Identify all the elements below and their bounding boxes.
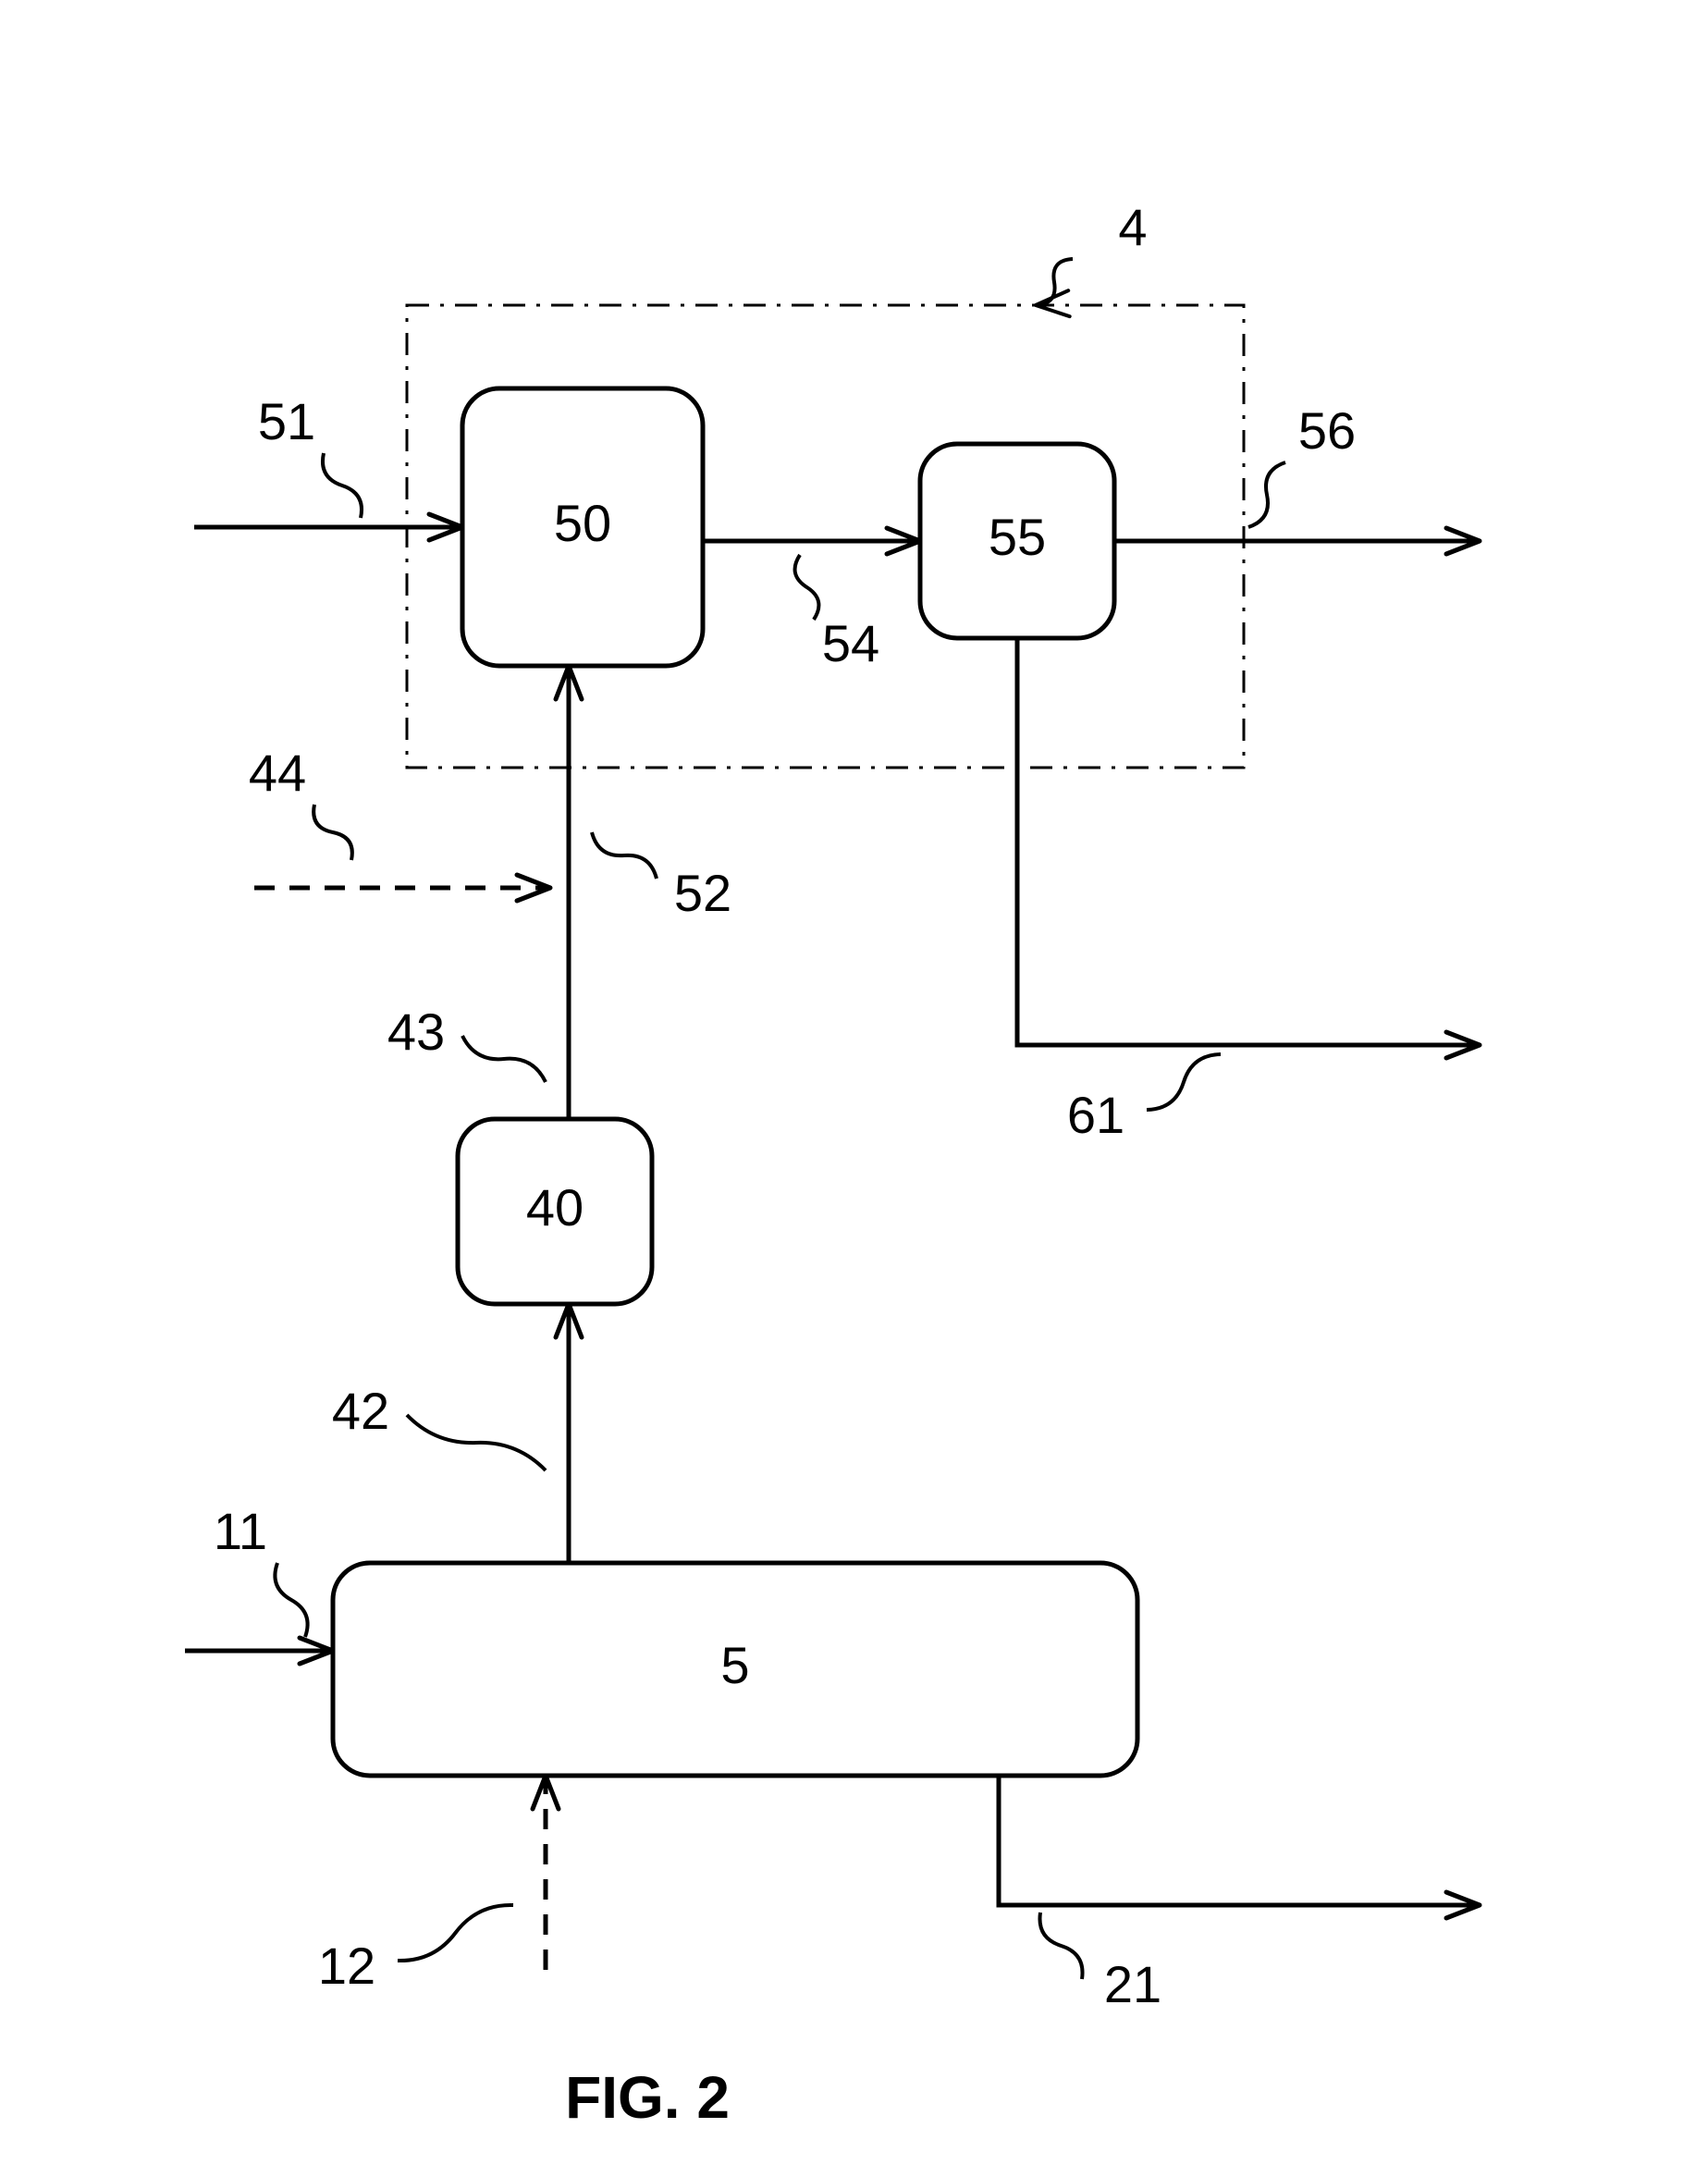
ref-label: 44	[249, 744, 306, 802]
node-label-40: 40	[526, 1178, 584, 1236]
ref-label: 21	[1104, 1955, 1161, 2013]
ref-label: 56	[1298, 401, 1356, 460]
ref-label: 43	[387, 1002, 445, 1061]
ref-label: 4	[1118, 198, 1147, 256]
node-label-5: 5	[720, 1636, 749, 1694]
node-label-50: 50	[554, 494, 611, 552]
ref-label: 54	[822, 614, 879, 672]
node-label-55: 55	[989, 508, 1046, 566]
ref-label: 42	[332, 1382, 389, 1440]
ref-label: 11	[214, 1502, 267, 1560]
figure-label: FIG. 2	[565, 2064, 730, 2131]
ref-label: 61	[1067, 1086, 1124, 1144]
ref-label: 52	[674, 864, 731, 922]
ref-label: 51	[258, 392, 315, 450]
ref-label: 12	[318, 1937, 375, 1995]
